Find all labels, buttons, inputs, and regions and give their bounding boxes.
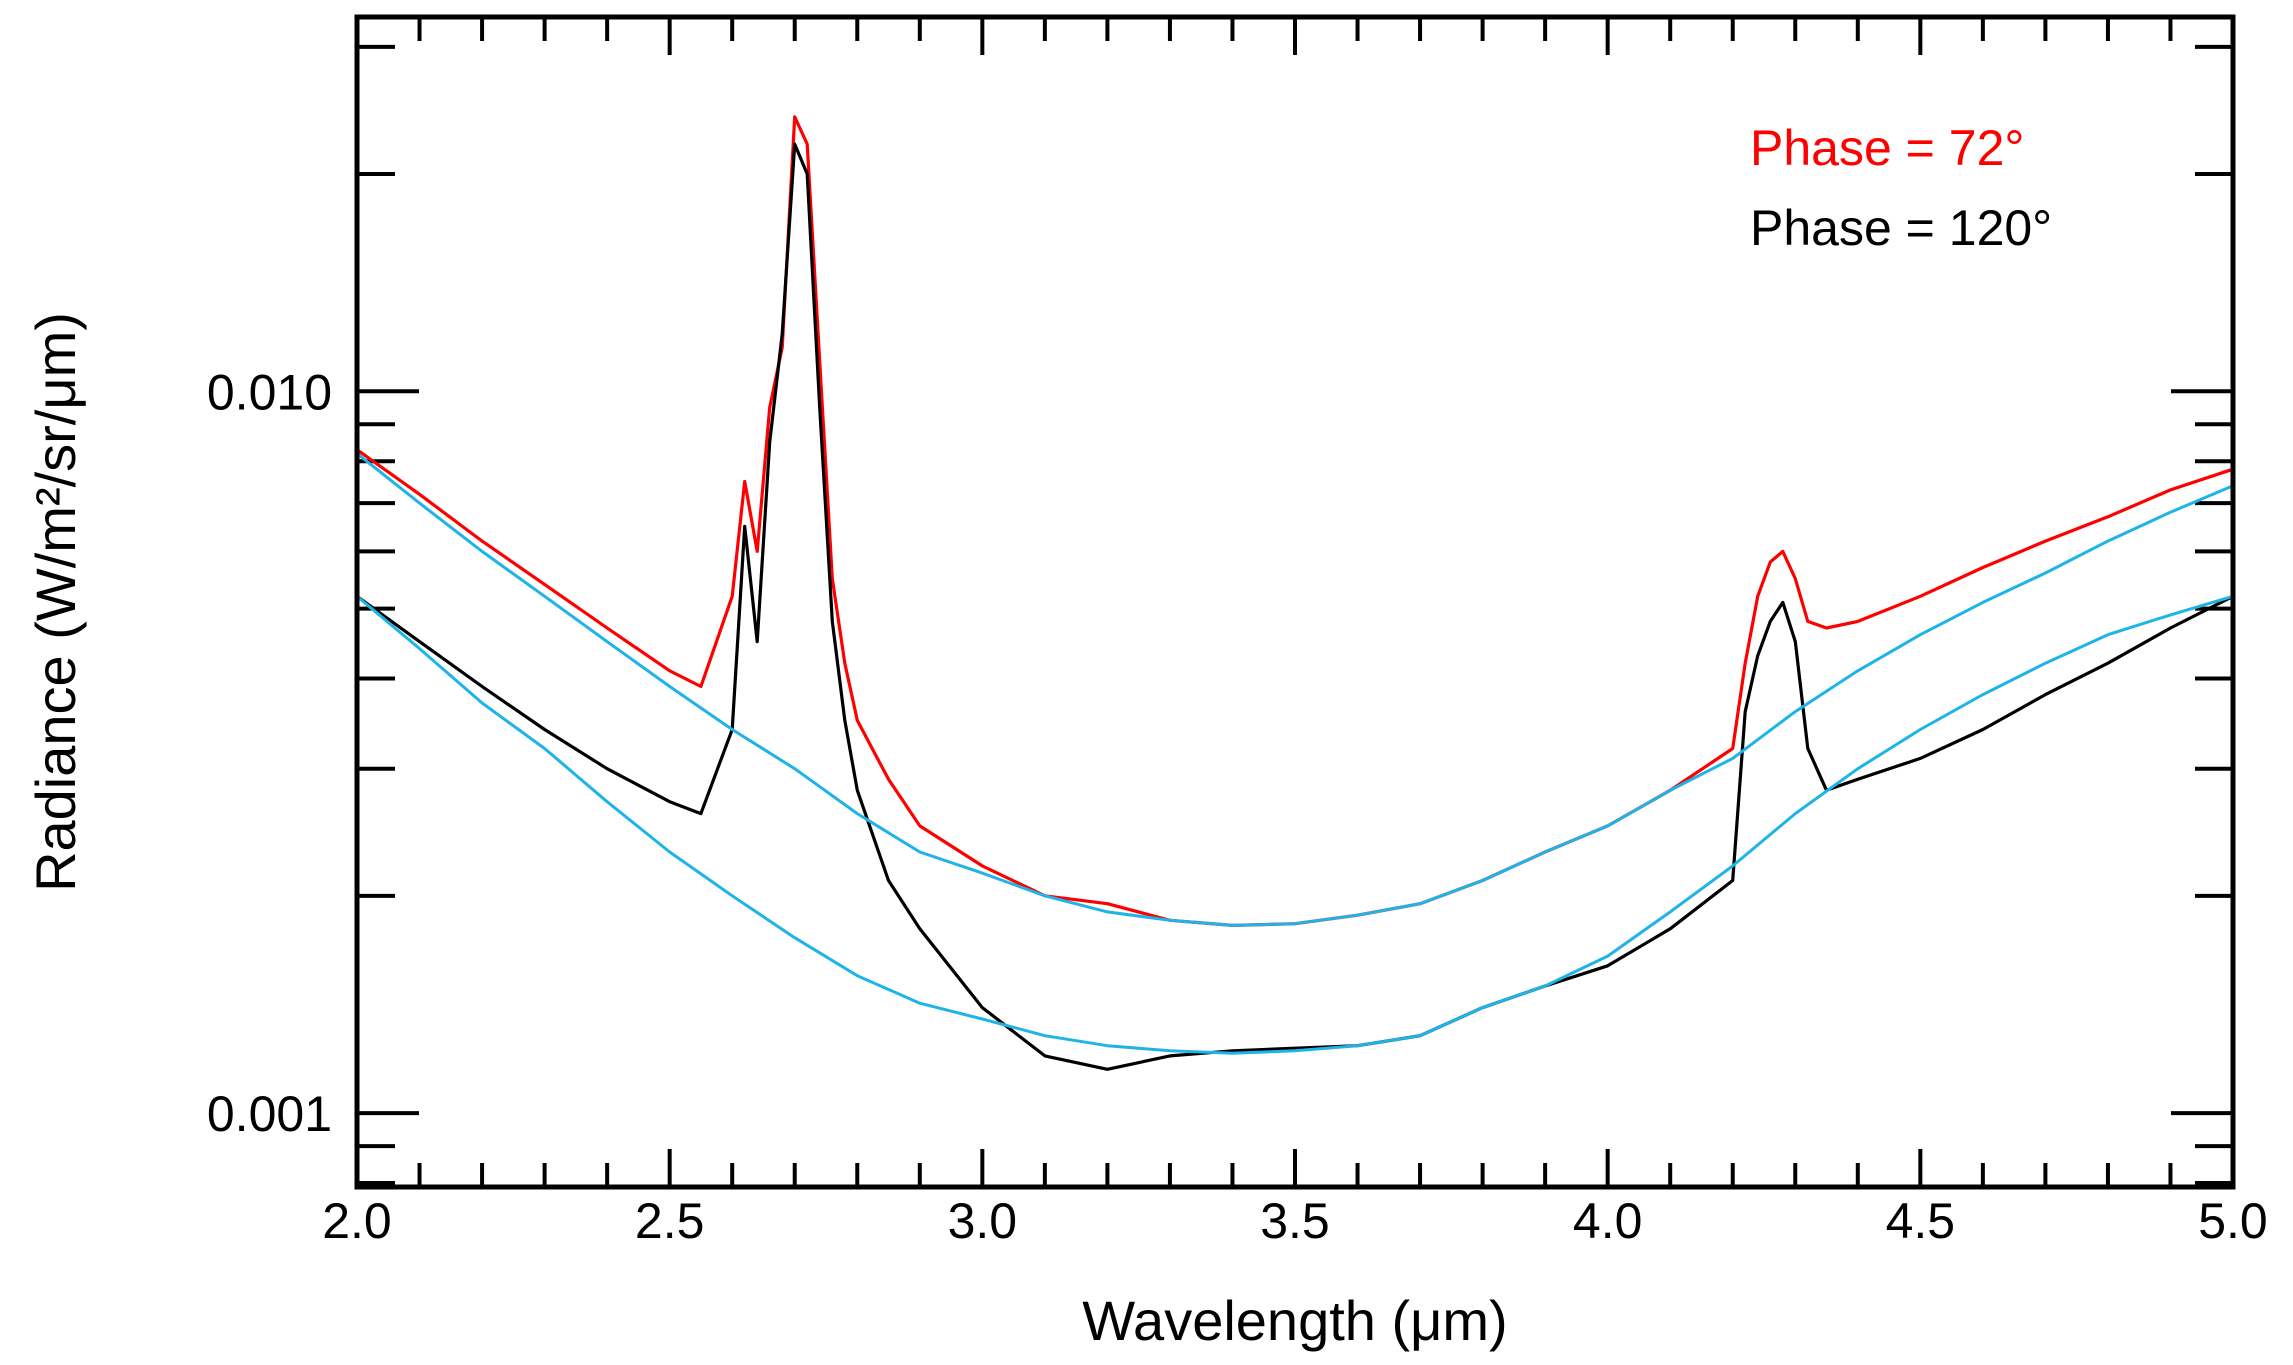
series-line-fit-phase-72 [356, 452, 2234, 927]
x-tick-label: 4.0 [1573, 1193, 1643, 1249]
x-tick-label: 4.5 [1886, 1193, 1956, 1249]
x-tick-label: 2.5 [635, 1193, 705, 1249]
y-tick-label: 0.010 [207, 364, 332, 420]
x-tick-label: 5.0 [2198, 1193, 2268, 1249]
x-tick-labels: 2.0 2.5 3.0 3.5 4.0 4.5 5.0 [322, 1193, 2268, 1249]
x-axis-title: Wavelength (μm) [1082, 1289, 1507, 1352]
legend-entry-phase-120: Phase = 120° [1750, 200, 2052, 256]
series-line-phase-120 [356, 142, 2234, 1071]
y-tick-labels: 0.001 0.010 [207, 364, 332, 1142]
x-tick-label: 3.5 [1260, 1193, 1330, 1249]
x-tick-label: 2.0 [322, 1193, 392, 1249]
series-lines [356, 115, 2234, 1071]
x-tick-label: 3.0 [948, 1193, 1018, 1249]
legend-entry-phase-72: Phase = 72° [1750, 120, 2024, 176]
series-line-fit-phase-120 [356, 594, 2234, 1055]
y-tick-label: 0.001 [207, 1086, 332, 1142]
plot-frame [354, 14, 2236, 1190]
axis-ticks [355, 17, 2235, 1187]
y-axis-title: Radiance (W/m²/sr/μm) [24, 312, 87, 892]
